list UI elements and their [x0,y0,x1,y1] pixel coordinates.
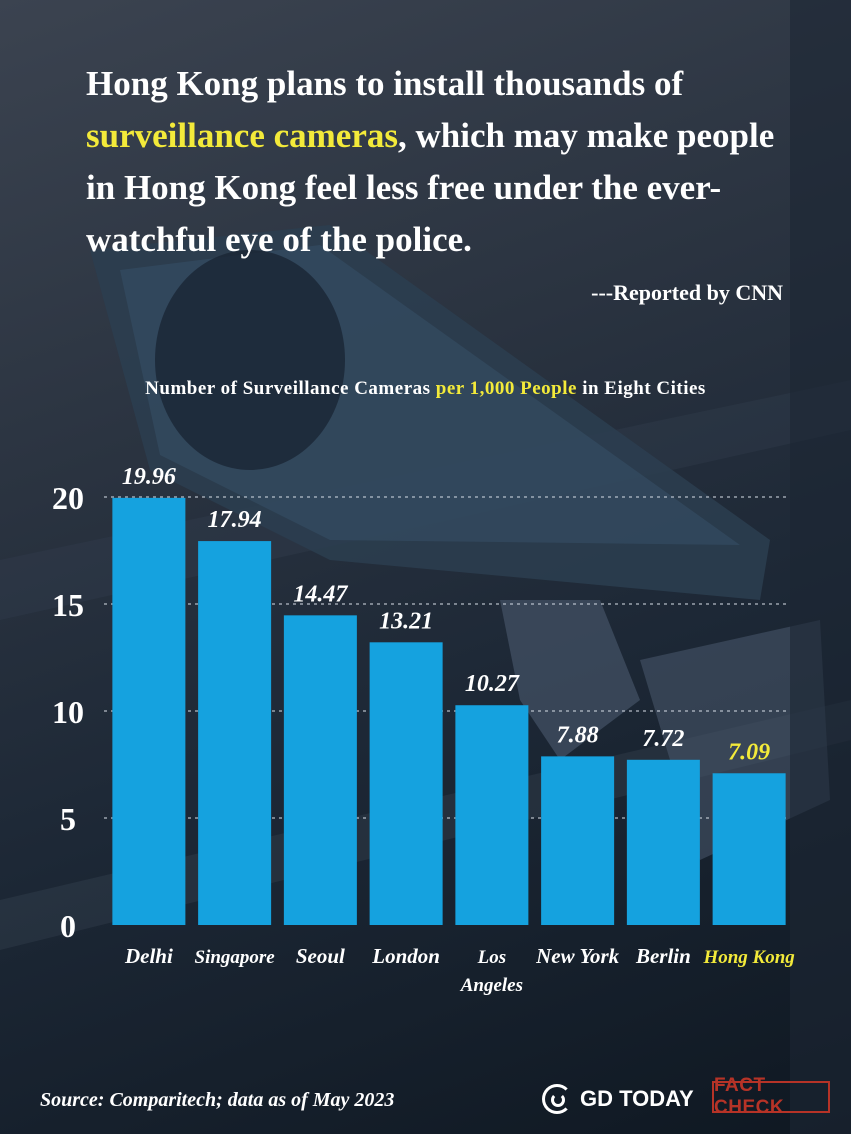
x-tick-label: Singapore [195,947,276,968]
chart-title-part1: Number of Surveillance Cameras [145,378,436,399]
y-tick-label: 0 [60,908,76,944]
source-note: Source: Comparitech; data as of May 2023 [40,1089,395,1111]
data-label: 7.09 [728,739,770,765]
data-label: 17.94 [208,507,262,533]
y-tick-label: 5 [60,801,76,837]
chart-title: Number of Surveillance Cameras per 1,000… [0,378,851,400]
x-tick-label: London [371,944,440,968]
news-credit: ---Reported by CNN [591,280,783,305]
data-label: 7.72 [642,726,684,752]
chart-title-part2: in Eight Cities [576,378,706,399]
bar [712,773,786,925]
bar [369,642,443,925]
x-tick-label: Berlin [635,944,691,968]
chart-title-highlight: per 1,000 People [435,378,577,399]
bar [112,497,186,925]
headline-text-rest: , which may make people in Hong Kong fee… [86,116,775,259]
headline-text: Hong Kong plans to install thousands of [86,64,684,103]
logo-text: GD TODAY [580,1086,694,1111]
gd-today-logo-icon [542,1084,572,1114]
data-label: 10.27 [465,671,520,697]
bar [541,756,615,925]
y-tick-label: 20 [52,480,84,516]
x-tick-label: Delhi [124,944,173,968]
bar [626,759,700,925]
y-tick-label: 15 [52,587,84,623]
bar [455,705,529,925]
headline-highlight: surveillance cameras [86,116,398,155]
bar [198,541,272,925]
headline: Hong Kong plans to install thousands of … [86,58,806,266]
data-label: 13.21 [379,608,433,634]
bar [283,615,357,925]
fact-check-stamp: FACT CHECK [712,1075,830,1118]
y-tick-label: 10 [52,694,84,730]
x-tick-label: New York [535,944,620,968]
x-tick-label: Hong Kong [702,947,794,968]
x-tick-label: Los Angeles [460,947,523,996]
x-tick-label: Seoul [296,944,345,968]
data-label: 19.96 [122,464,176,490]
data-label: 14.47 [293,581,348,607]
gd-today-logo: GD TODAY [542,1084,694,1114]
data-label: 7.88 [557,722,599,748]
